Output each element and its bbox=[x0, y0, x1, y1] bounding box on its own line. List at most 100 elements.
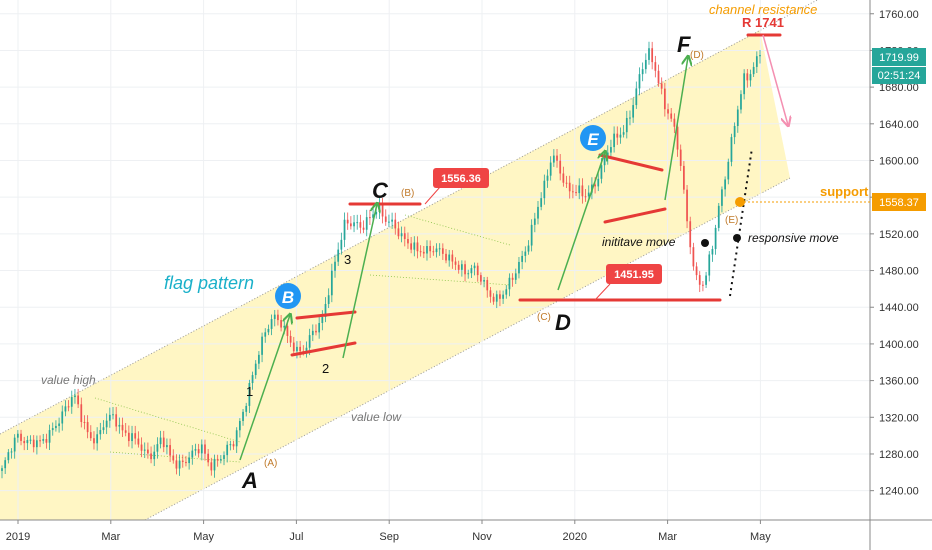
candle-body bbox=[562, 173, 565, 183]
subwave-e-label: (E) bbox=[725, 215, 738, 226]
candle-body bbox=[181, 460, 184, 462]
candle-body bbox=[565, 182, 568, 184]
candle-body bbox=[454, 261, 457, 265]
candle-body bbox=[584, 196, 587, 198]
candle-body bbox=[32, 439, 35, 448]
candle-body bbox=[273, 314, 276, 320]
candle-body bbox=[422, 251, 425, 254]
candle-body bbox=[410, 243, 413, 250]
candle-body bbox=[492, 296, 495, 302]
candle-body bbox=[83, 422, 86, 424]
candle-body bbox=[689, 221, 692, 248]
candle-body bbox=[216, 458, 219, 461]
candles bbox=[1, 41, 761, 479]
y-tick-label: 1360.00 bbox=[879, 376, 919, 388]
candle-body bbox=[93, 438, 95, 444]
candle-body bbox=[162, 437, 165, 448]
candle-body bbox=[654, 62, 657, 71]
candle-body bbox=[172, 455, 175, 461]
candle-body bbox=[698, 275, 701, 285]
candle-body bbox=[324, 303, 327, 317]
candle-body bbox=[232, 444, 235, 447]
candle-body bbox=[495, 294, 498, 302]
value-low-label: value low bbox=[351, 410, 402, 424]
candle-body bbox=[540, 198, 543, 207]
candle-body bbox=[381, 205, 384, 217]
candle-body bbox=[759, 55, 761, 57]
candle-body bbox=[108, 414, 111, 421]
candle-body bbox=[289, 335, 292, 343]
candle-body bbox=[378, 205, 381, 213]
candle-body bbox=[321, 316, 324, 324]
candle-body bbox=[572, 191, 574, 193]
candle-body bbox=[600, 165, 603, 179]
candle-body bbox=[711, 249, 714, 255]
candle-body bbox=[286, 325, 289, 336]
subwave-d-label: (D) bbox=[690, 50, 704, 61]
candle-body bbox=[248, 383, 251, 406]
time-axis[interactable]: 2019 Mar May Jul Sep Nov 2020 Mar May bbox=[0, 519, 932, 543]
flag-lines bbox=[290, 33, 782, 357]
candle-body bbox=[521, 255, 524, 262]
candle-body bbox=[435, 248, 438, 253]
candle-body bbox=[156, 444, 159, 452]
candle-body bbox=[124, 430, 127, 433]
candle-body bbox=[727, 161, 730, 180]
wave-b-marker: B bbox=[275, 283, 301, 309]
candle-body bbox=[651, 48, 654, 63]
y-tick-label: 1440.00 bbox=[879, 302, 919, 314]
responsive-move-label: responsive move bbox=[748, 231, 839, 245]
candle-body bbox=[613, 133, 615, 148]
candle-body bbox=[416, 242, 419, 252]
wave-f-label: F bbox=[677, 32, 691, 57]
candle-body bbox=[311, 330, 314, 336]
candle-body bbox=[552, 155, 555, 163]
candle-body bbox=[499, 294, 501, 299]
candle-body bbox=[733, 126, 736, 138]
candle-body bbox=[622, 132, 625, 135]
candle-body bbox=[105, 420, 108, 428]
y-tick-label: 1320.00 bbox=[879, 412, 919, 424]
candle-body bbox=[717, 205, 720, 228]
candle-body bbox=[464, 264, 466, 275]
candle-body bbox=[229, 444, 232, 446]
candle-body bbox=[29, 439, 32, 441]
candle-body bbox=[264, 332, 267, 337]
x-tick-label: Sep bbox=[379, 531, 399, 543]
candle-body bbox=[670, 113, 673, 119]
candle-body bbox=[426, 246, 428, 254]
candle-body bbox=[283, 325, 286, 328]
candle-body bbox=[629, 117, 631, 119]
candle-body bbox=[74, 395, 76, 398]
wave-a-label: A bbox=[241, 468, 258, 493]
candle-body bbox=[543, 180, 546, 199]
candle-body bbox=[346, 219, 349, 224]
candle-body bbox=[740, 94, 742, 110]
candle-body bbox=[635, 88, 638, 106]
support-price-box: 1558.37 bbox=[872, 193, 926, 211]
candle-body bbox=[695, 266, 698, 276]
candle-body bbox=[10, 451, 13, 453]
candle-body bbox=[318, 323, 321, 333]
candle-body bbox=[327, 295, 330, 304]
candle-body bbox=[213, 458, 216, 471]
candle-body bbox=[362, 227, 365, 230]
candle-body bbox=[166, 445, 168, 448]
candle-body bbox=[372, 214, 374, 218]
candle-body bbox=[486, 279, 489, 291]
candle-body bbox=[20, 433, 22, 441]
candle-body bbox=[150, 453, 152, 460]
candle-body bbox=[121, 424, 124, 431]
candle-body bbox=[280, 320, 282, 328]
candle-body bbox=[514, 273, 517, 280]
candle-body bbox=[296, 346, 298, 352]
candle-body bbox=[299, 346, 301, 352]
x-tick-label: Mar bbox=[658, 531, 677, 543]
grid-lines bbox=[0, 0, 870, 520]
candle-body bbox=[641, 69, 644, 75]
x-tick-label: Mar bbox=[101, 531, 120, 543]
candle-body bbox=[70, 397, 73, 407]
candle-body bbox=[755, 56, 758, 67]
candle-body bbox=[527, 245, 530, 252]
